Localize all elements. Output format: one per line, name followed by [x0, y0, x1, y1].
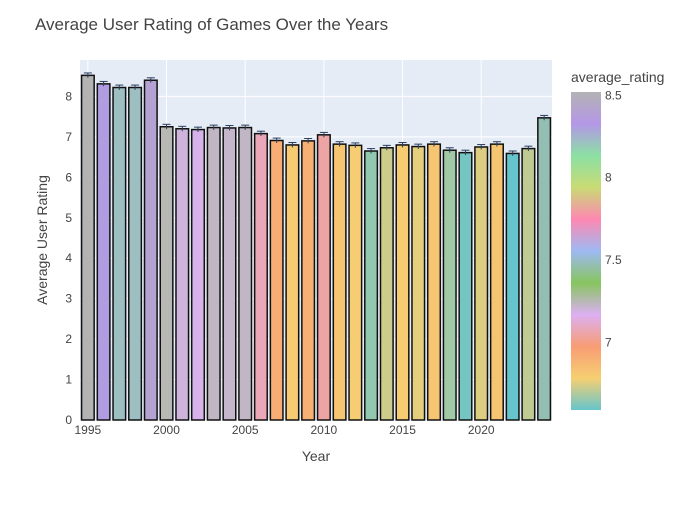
error-bar-1997 [115, 84, 124, 90]
bar-1996[interactable] [96, 83, 111, 421]
bar-2015[interactable] [395, 144, 410, 421]
x-tick-label: 1995 [75, 423, 102, 437]
error-bar-1998 [131, 84, 140, 90]
bar-2007[interactable] [269, 139, 284, 421]
error-bar-1999 [146, 77, 155, 83]
colorbar-tick-label: 7.5 [605, 253, 622, 267]
bar-1999[interactable] [143, 79, 158, 421]
error-bar-1995 [83, 72, 92, 78]
y-tick-label: 7 [65, 130, 72, 144]
error-bar-2005 [241, 124, 250, 130]
error-bar-2013 [367, 148, 376, 154]
error-bar-2020 [477, 144, 486, 150]
bar-2023[interactable] [521, 147, 536, 421]
colorbar-title: average_rating [571, 69, 664, 85]
error-bar-2003 [209, 124, 218, 130]
bars [80, 74, 552, 421]
colorbar-tick-label: 7 [605, 335, 612, 349]
bar-2002[interactable] [190, 128, 206, 421]
bar-2006[interactable] [253, 132, 268, 421]
error-bar-2000 [162, 123, 171, 130]
plot-background [80, 60, 552, 420]
error-bar-1996 [99, 80, 108, 87]
error-bar-2006 [256, 130, 265, 137]
bar-2017[interactable] [426, 143, 442, 421]
bar-2000[interactable] [159, 125, 174, 421]
error-bar-2019 [461, 149, 470, 156]
error-bar-2009 [304, 137, 313, 144]
colorbar-tick-label: 8.5 [605, 88, 622, 102]
bar-2018[interactable] [442, 149, 457, 421]
error-bar-2016 [414, 143, 423, 149]
bar-1998[interactable] [128, 86, 143, 421]
error-bar-2021 [492, 141, 501, 147]
error-bar-2023 [524, 145, 533, 152]
bar-2016[interactable] [411, 145, 426, 421]
y-tick-label: 4 [65, 251, 72, 265]
colorbar-tick-labels: 8.5 8 7.5 7 [605, 88, 622, 349]
x-axis-title: Year [302, 448, 331, 464]
bar-2010[interactable] [316, 134, 331, 421]
error-bar-2012 [351, 142, 360, 148]
y-tick-label: 6 [65, 170, 72, 184]
bar-2011[interactable] [332, 143, 347, 421]
bar-1995[interactable] [80, 74, 95, 421]
x-tick-label: 2005 [232, 423, 259, 437]
bar-2003[interactable] [206, 126, 221, 421]
y-tick-label: 8 [65, 89, 72, 103]
bar-2004[interactable] [222, 127, 237, 421]
bar-2005[interactable] [238, 126, 253, 421]
error-bar-2007 [272, 137, 281, 143]
x-tick-label: 2015 [389, 423, 416, 437]
y-tick-labels: 0 1 2 3 4 5 6 7 8 [65, 89, 72, 427]
y-tick-label: 2 [65, 332, 72, 346]
bar-2013[interactable] [364, 150, 379, 421]
x-tick-label: 2010 [311, 423, 338, 437]
x-tick-labels: 1995 2000 2005 2010 2015 2020 [75, 423, 495, 437]
error-bars [83, 72, 549, 156]
error-bar-2017 [430, 141, 438, 147]
error-bar-2004 [225, 125, 234, 131]
y-tick-label: 1 [65, 373, 72, 387]
y-tick-label: 5 [65, 211, 72, 225]
chart-title: Average User Rating of Games Over the Ye… [35, 15, 388, 34]
y-tick-label: 3 [65, 292, 72, 306]
bar-2012[interactable] [348, 144, 363, 421]
bar-2008[interactable] [285, 144, 300, 421]
bar-2022[interactable] [505, 152, 520, 421]
error-bar-2002 [194, 126, 202, 132]
error-bar-2015 [398, 142, 407, 148]
bar-2001[interactable] [175, 128, 190, 421]
error-bar-2001 [178, 125, 187, 132]
bar-2019[interactable] [458, 151, 473, 421]
bar-2009[interactable] [301, 140, 316, 421]
bar-1997[interactable] [112, 86, 127, 421]
x-tick-label: 2000 [153, 423, 180, 437]
error-bar-2011 [335, 141, 344, 147]
bar-2024[interactable] [537, 117, 552, 421]
error-bar-2008 [288, 142, 297, 148]
y-axis-title: Average User Rating [34, 175, 50, 305]
error-bar-2010 [319, 131, 328, 138]
colorbar [571, 92, 601, 410]
bar-2014[interactable] [379, 147, 394, 421]
error-bar-2018 [445, 147, 454, 153]
x-tick-label: 2020 [468, 423, 495, 437]
error-bar-2014 [382, 144, 391, 151]
bar-2020[interactable] [474, 146, 489, 421]
error-bar-2022 [508, 150, 517, 156]
bar-2021[interactable] [489, 143, 504, 421]
colorbar-tick-label: 8 [605, 171, 612, 185]
y-tick-label: 0 [65, 413, 72, 427]
error-bar-2024 [540, 114, 549, 121]
